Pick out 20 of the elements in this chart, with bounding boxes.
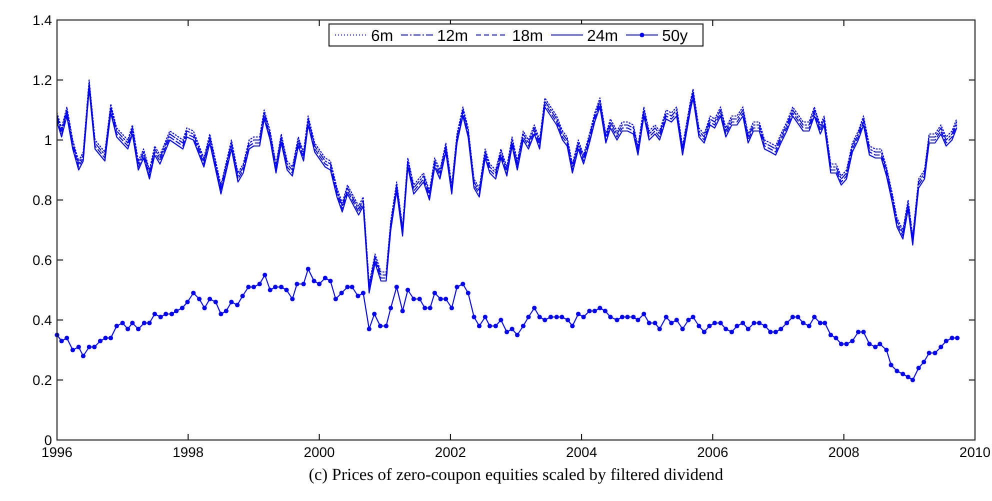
legend-label: 24m — [587, 28, 618, 45]
y-tick-label: 1 — [44, 132, 52, 148]
x-tick-label: 2008 — [828, 444, 860, 460]
x-tick-label: 2004 — [566, 444, 598, 460]
text: (c) Prices of zero-coupon equities scaled by filtered dividend — [308, 465, 724, 484]
x-tick-label: 2010 — [959, 444, 991, 460]
y-tick-label: 1.4 — [32, 12, 52, 28]
legend-label: 12m — [437, 28, 468, 45]
y-tick-label: 0.6 — [32, 252, 52, 268]
legend-label: 18m — [512, 28, 544, 45]
y-tick-label: 0.8 — [32, 192, 52, 208]
x-tick-label: 1998 — [172, 444, 204, 460]
legend-label: 50y — [662, 28, 688, 45]
y-tick-label: 0.4 — [32, 312, 52, 328]
x-tick-label: 2006 — [697, 444, 728, 460]
legend-label: 6m — [371, 28, 394, 45]
y-tick-label: 1.2 — [32, 72, 52, 88]
x-tick-label: 2002 — [434, 444, 466, 460]
y-tick-label: 0.2 — [32, 372, 52, 388]
x-tick-label: 2000 — [304, 444, 336, 460]
